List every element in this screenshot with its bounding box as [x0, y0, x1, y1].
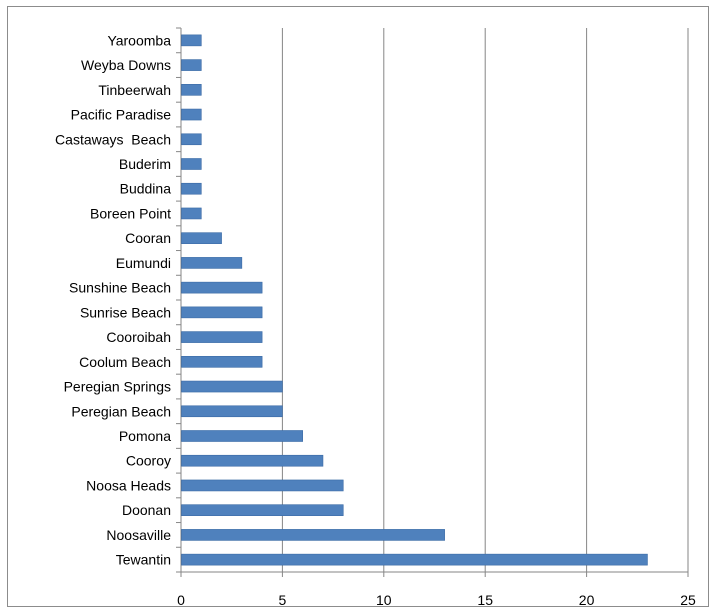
- category-label: Pomona: [119, 428, 171, 444]
- bar: [181, 306, 263, 319]
- category-label: Coolum Beach: [79, 354, 171, 370]
- x-tick-label: 0: [177, 592, 185, 608]
- category-label: Boreen Point: [90, 205, 171, 221]
- bar: [181, 257, 243, 269]
- category-label: Doonan: [122, 502, 171, 518]
- bar: [181, 84, 202, 96]
- category-label: Buddina: [120, 181, 172, 197]
- bar: [181, 281, 263, 294]
- x-tick-label: 20: [579, 592, 595, 608]
- category-label: Cooroy: [126, 453, 171, 469]
- bar: [181, 380, 283, 393]
- category-label: Weyba Downs: [81, 57, 171, 73]
- category-label: Noosaville: [106, 527, 171, 543]
- bar: [181, 207, 202, 220]
- bar: [181, 158, 202, 170]
- bar: [181, 133, 202, 146]
- bar: [181, 430, 303, 442]
- bar: [181, 182, 202, 195]
- bar: [181, 405, 283, 418]
- category-label: Tewantin: [116, 552, 171, 568]
- category-label: Tinbeerwah: [98, 82, 171, 98]
- bar: [181, 529, 445, 541]
- bar: [181, 232, 222, 244]
- category-label: Buderim: [119, 156, 171, 172]
- bar: [181, 108, 202, 121]
- category-label: Peregian Beach: [71, 403, 171, 419]
- bar: [181, 553, 648, 566]
- category-label: Sunrise Beach: [80, 304, 171, 320]
- bar: [181, 479, 344, 492]
- chart-area: [7, 6, 709, 607]
- category-label: Cooran: [125, 230, 171, 246]
- bar: [181, 454, 324, 467]
- bar: [181, 356, 263, 368]
- bar: [181, 504, 344, 516]
- category-label: Noosa Heads: [86, 477, 171, 493]
- category-label: Sunshine Beach: [69, 280, 171, 296]
- category-label: Peregian Springs: [64, 379, 171, 395]
- category-label: Eumundi: [116, 255, 171, 271]
- bar: [181, 331, 263, 343]
- x-tick-label: 25: [680, 592, 696, 608]
- x-tick-label: 5: [279, 592, 287, 608]
- category-label: Pacific Paradise: [71, 107, 172, 123]
- category-label: Yaroomba: [107, 32, 171, 48]
- category-label: Castaways Beach: [55, 131, 171, 147]
- category-label: Cooroibah: [106, 329, 171, 345]
- x-tick-label: 15: [477, 592, 493, 608]
- bar: [181, 34, 202, 47]
- x-tick-label: 10: [376, 592, 392, 608]
- bar: [181, 59, 202, 71]
